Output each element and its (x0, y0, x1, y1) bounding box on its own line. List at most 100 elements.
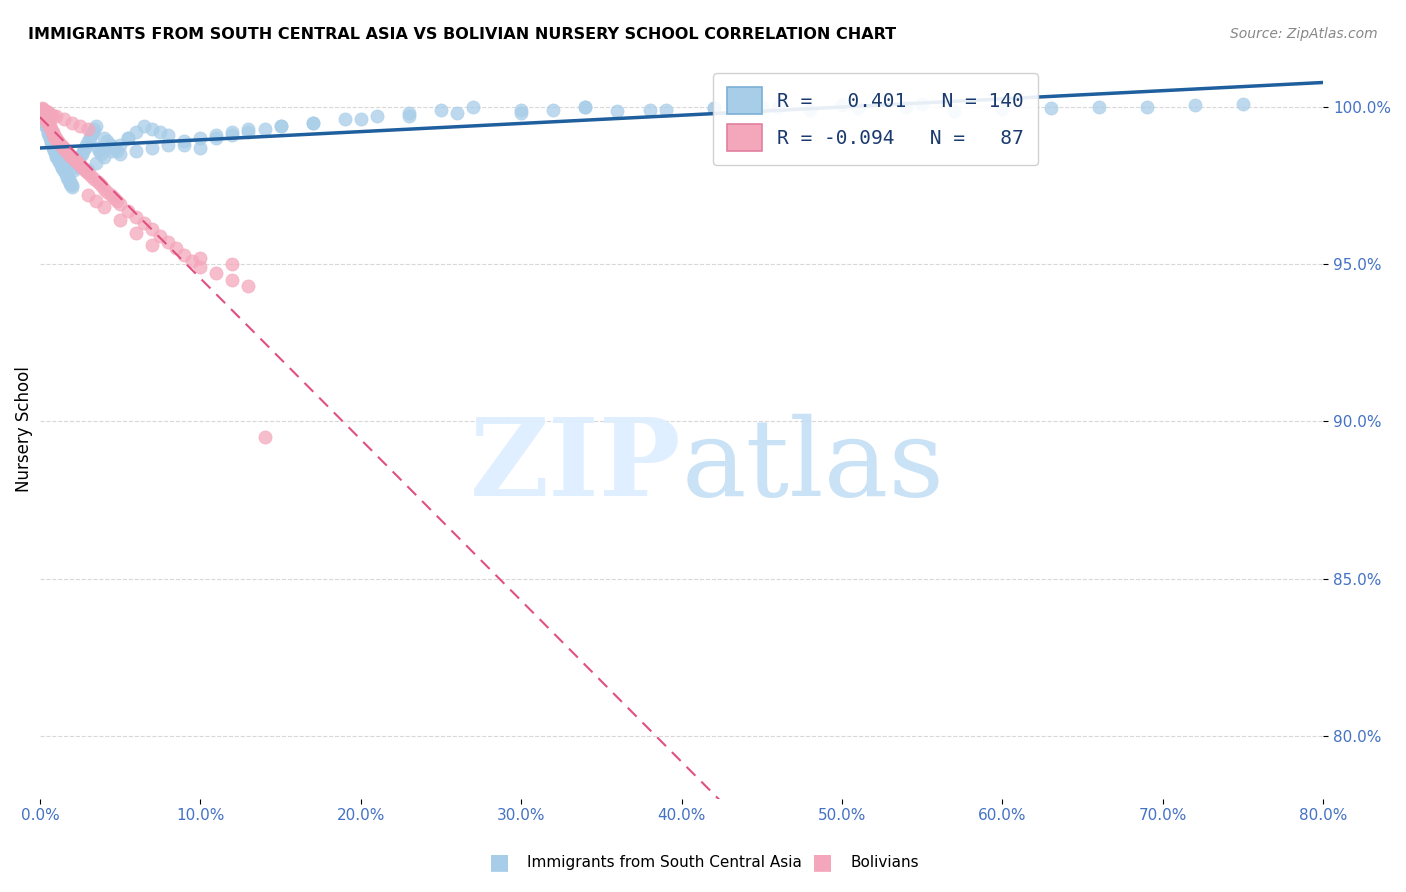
Point (84, 156, 107, 170)
Point (117, 131, 139, 145)
Point (32, 108, 55, 122)
Point (32, 103, 55, 117)
Point (37, 106, 59, 120)
Point (46, 150, 69, 164)
Point (69, 150, 91, 164)
Point (108, 137, 131, 152)
Point (31, 104, 53, 119)
Point (173, 247, 195, 261)
Point (96, 134, 118, 148)
Point (253, 430, 276, 444)
Point (35, 120, 58, 135)
Point (638, 103, 661, 117)
Point (350, 112, 373, 127)
Point (84, 194, 107, 208)
Point (101, 144, 124, 158)
Point (45, 145, 67, 160)
Point (103, 141, 125, 155)
Point (70, 160, 93, 174)
Point (53, 112, 76, 127)
Text: ■: ■ (813, 853, 832, 872)
Point (38, 129, 60, 144)
Point (149, 125, 172, 139)
Point (45, 147, 67, 161)
Point (80, 169, 103, 183)
Point (165, 241, 187, 255)
Point (60, 156, 83, 170)
Point (190, 131, 212, 145)
Point (79, 131, 101, 145)
Point (93, 181, 115, 195)
Point (48, 154, 70, 169)
Point (846, 101, 869, 115)
Point (83, 121, 105, 136)
Point (238, 121, 260, 136)
Point (55, 168, 77, 182)
Point (70, 147, 93, 161)
Point (51, 160, 73, 174)
Point (90, 178, 112, 193)
Point (703, 101, 725, 115)
Point (59, 177, 82, 191)
Point (205, 128, 228, 142)
Point (333, 112, 356, 127)
Point (117, 131, 139, 145)
Point (134, 216, 156, 230)
Point (751, 100, 773, 114)
Point (75, 137, 97, 152)
Legend: R =   0.401   N = 140, R = -0.094   N =   87: R = 0.401 N = 140, R = -0.094 N = 87 (713, 73, 1038, 165)
Point (45, 109, 67, 123)
Point (157, 137, 180, 152)
Point (543, 103, 565, 117)
Point (39, 133, 62, 147)
Point (31, 103, 53, 117)
Point (53, 141, 76, 155)
Point (77, 187, 100, 202)
Point (38, 128, 60, 142)
Point (35, 112, 58, 127)
Point (366, 109, 388, 123)
Point (42, 139, 65, 153)
Point (141, 121, 163, 136)
Point (44, 142, 66, 156)
Point (42, 109, 65, 123)
Point (56, 145, 79, 160)
Point (34, 109, 56, 123)
Point (46, 134, 69, 148)
Text: Immigrants from South Central Asia: Immigrants from South Central Asia (527, 855, 803, 870)
Point (510, 106, 533, 120)
Point (125, 226, 148, 240)
Point (238, 279, 260, 293)
Point (62, 152, 84, 166)
Point (100, 187, 122, 202)
Point (34, 111, 56, 125)
Point (83, 172, 105, 186)
Point (205, 131, 228, 145)
Point (173, 134, 195, 148)
Point (93, 201, 115, 215)
Point (58, 147, 80, 161)
Point (32, 106, 55, 120)
Point (59, 175, 82, 189)
Point (59, 148, 82, 162)
Point (1087, 100, 1109, 114)
Point (49, 158, 72, 172)
Point (53, 153, 76, 168)
Point (221, 125, 243, 139)
Point (65, 160, 87, 174)
Point (190, 251, 212, 265)
Point (39, 136, 62, 150)
Point (37, 127, 59, 141)
Point (53, 162, 76, 177)
Point (67, 153, 90, 168)
Point (1184, 98, 1206, 112)
Point (48, 136, 70, 150)
Point (77, 121, 100, 136)
Point (38, 120, 60, 135)
Point (574, 100, 596, 114)
Point (190, 260, 212, 275)
Point (606, 104, 628, 119)
Point (38, 119, 60, 133)
Point (56, 170, 79, 185)
Point (766, 100, 789, 114)
